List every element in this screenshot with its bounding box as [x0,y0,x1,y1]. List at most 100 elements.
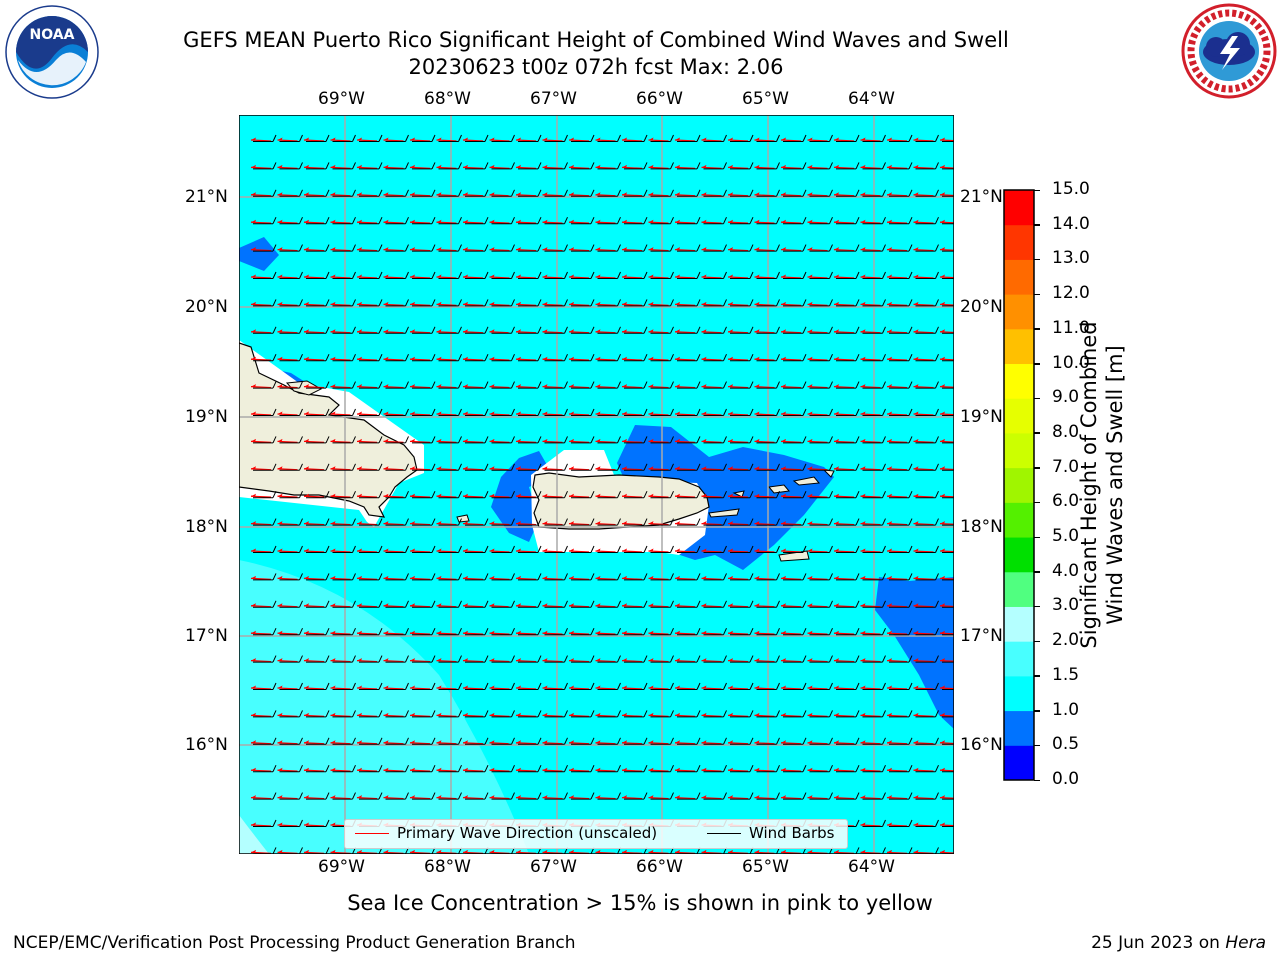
wind-barb [250,655,277,663]
wind-barb [595,408,621,416]
wind-barb [330,463,356,471]
wind-barb [648,216,674,225]
wind-barb [860,655,886,663]
wind-barb [860,600,886,608]
wind-barb [595,326,621,334]
wind-barb [462,710,489,718]
wind-barb [542,244,568,252]
wind-barb [860,244,886,252]
wind-barb [807,189,833,197]
wind-barb [462,326,489,334]
wind-barb [780,545,807,553]
colorbar-tick-label: 13.0 [1052,248,1090,269]
wind-barb [330,162,356,170]
wind-barb [595,627,621,636]
wind-barb [807,627,833,636]
wind-barb [409,518,436,526]
wind-barb [277,545,303,553]
wind-barb [568,436,595,444]
wind-barb [436,381,462,389]
wind-barb [807,463,833,471]
wind-barb [886,353,913,362]
wind-barb [568,244,595,252]
wind-barb [595,189,621,197]
wind-barb [727,737,754,745]
wind-barb [648,737,674,745]
wind-barb [330,710,356,718]
wind-barb [648,299,674,307]
lon-label-bottom: 66°W [636,857,683,877]
wind-barb [648,134,674,142]
wind-barb [727,408,754,416]
colorbar-tick-mark [1034,779,1040,781]
wind-barb [939,466,954,471]
lat-label-left: 17°N [185,626,228,646]
wind-barb [595,792,621,800]
wind-barb [648,600,674,608]
wind-barb [409,189,436,197]
wind-barb [913,600,939,608]
wind-barb [542,573,568,581]
wind-barb [383,573,409,581]
wind-barb [383,134,409,142]
lon-label-top: 65°W [742,89,789,109]
wind-barb [515,463,542,471]
wind-barb [462,244,489,252]
wind-barb [330,737,356,745]
colorbar-tick-mark [1034,744,1040,747]
wind-barb [860,162,886,170]
wind-barb [939,575,954,581]
wind-barb [409,682,436,690]
wave-height-0.5-1.0-region [875,577,954,729]
wind-barb [886,381,913,389]
map-legend: Primary Wave Direction (unscaled) Wind B… [344,819,848,849]
wind-barb [356,764,383,773]
wind-barb [674,271,701,279]
wind-barb [860,682,886,690]
wind-barb [277,436,303,444]
wind-barb [727,436,754,444]
wind-barb [356,737,383,745]
wind-barb [886,490,913,499]
wind-barb [860,216,886,225]
colorbar-tick-mark [1034,501,1040,504]
wind-barb [674,408,701,416]
wind-barb [462,737,489,745]
wind-barb [303,682,330,690]
wind-barb [701,627,727,636]
wind-barb [489,408,515,416]
wind-barb [595,764,621,773]
virgin-islands [732,469,835,562]
wind-barb [250,244,277,252]
wind-barb [489,655,515,663]
wind-barb [886,737,913,745]
wind-barb [568,381,595,389]
wind-barb [383,545,409,553]
wind-barb [330,134,356,142]
wind-barb [939,548,954,553]
wind-barb [913,216,939,225]
lat-label-left: 21°N [185,187,228,207]
vieques-island [708,508,740,518]
wind-barb [436,682,462,690]
wind-barb [277,764,303,773]
wind-barb [833,216,860,225]
wind-barb [807,710,833,718]
wind-barb [674,381,701,389]
wind-barb [542,216,568,225]
colorbar-tick-label: 12.0 [1052,283,1090,304]
wind-barb [860,189,886,197]
wind-barb [913,819,939,827]
wind-barb [409,436,436,444]
wind-barb [356,299,383,307]
wind-barb [833,545,860,553]
wind-barb [621,737,648,745]
wind-barb [250,518,277,526]
wind-barb [515,518,542,526]
wind-barb [780,764,807,773]
wind-barb [913,792,939,800]
wind-barb [462,216,489,225]
wind-barb [674,353,701,362]
colorbar-tick-label: 0.0 [1052,769,1080,789]
wind-barb [939,658,954,663]
